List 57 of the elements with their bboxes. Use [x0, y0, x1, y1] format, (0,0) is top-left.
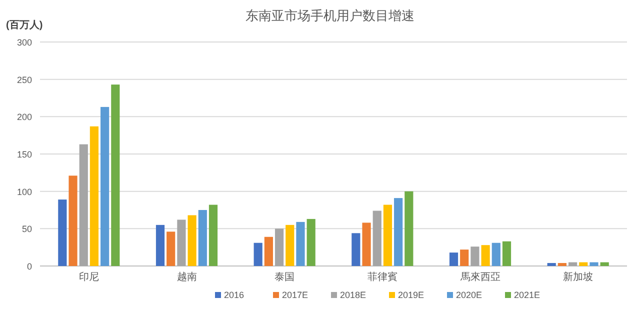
bar	[492, 242, 500, 266]
x-tick-label: 泰国	[274, 272, 295, 283]
y-tick-label: 250	[16, 74, 32, 85]
legend-label: 2016	[224, 290, 244, 300]
bar	[568, 262, 578, 266]
y-axis-title: (百万人)	[6, 19, 43, 31]
x-tick-label: 馬來西亞	[459, 271, 500, 283]
bar	[264, 236, 273, 266]
bar	[296, 222, 305, 266]
chart-title: 东南亚市场手机用户数目增速	[246, 8, 414, 23]
legend-label: 2021E	[514, 290, 540, 300]
bar	[600, 262, 609, 266]
bar	[254, 242, 262, 266]
bar	[306, 218, 316, 266]
x-tick-label: 菲律賓	[367, 271, 398, 283]
bar	[68, 176, 78, 266]
legend-label: 2018E	[340, 290, 366, 300]
bar	[579, 262, 588, 266]
legend-label: 2017E	[282, 290, 308, 300]
bar	[558, 263, 566, 266]
bar	[470, 246, 480, 266]
bar	[166, 232, 176, 266]
bar	[394, 198, 403, 266]
bar	[590, 262, 598, 266]
bar	[198, 210, 207, 266]
bar	[274, 228, 284, 266]
bar	[100, 106, 110, 266]
bar	[449, 252, 458, 266]
y-tick-label: 150	[16, 150, 32, 160]
bar	[372, 210, 382, 266]
x-tick-label: 新加坡	[563, 271, 594, 283]
y-tick-label: 200	[16, 112, 32, 122]
legend-label: 2020E	[456, 290, 482, 300]
bar	[502, 241, 512, 266]
bar	[90, 126, 99, 266]
bar	[286, 224, 294, 266]
bar	[188, 215, 196, 266]
y-tick-label: 50	[22, 224, 32, 234]
y-tick-label: 300	[16, 38, 32, 48]
bar	[362, 222, 371, 266]
bar	[58, 200, 67, 266]
bar	[79, 144, 88, 266]
y-tick-label: 0	[26, 262, 32, 272]
bar	[352, 233, 360, 266]
bar	[547, 263, 556, 266]
y-tick-label: 100	[16, 186, 32, 197]
x-tick-label: 印尼	[78, 271, 99, 283]
bar	[383, 204, 392, 266]
bar	[177, 220, 186, 266]
legend-label: 2019E	[398, 290, 424, 300]
bar	[404, 191, 414, 266]
bar	[208, 204, 218, 266]
bar	[460, 250, 469, 266]
bar	[481, 245, 490, 266]
bar	[156, 224, 165, 266]
bar	[111, 84, 120, 266]
x-tick-label: 越南	[176, 271, 197, 283]
